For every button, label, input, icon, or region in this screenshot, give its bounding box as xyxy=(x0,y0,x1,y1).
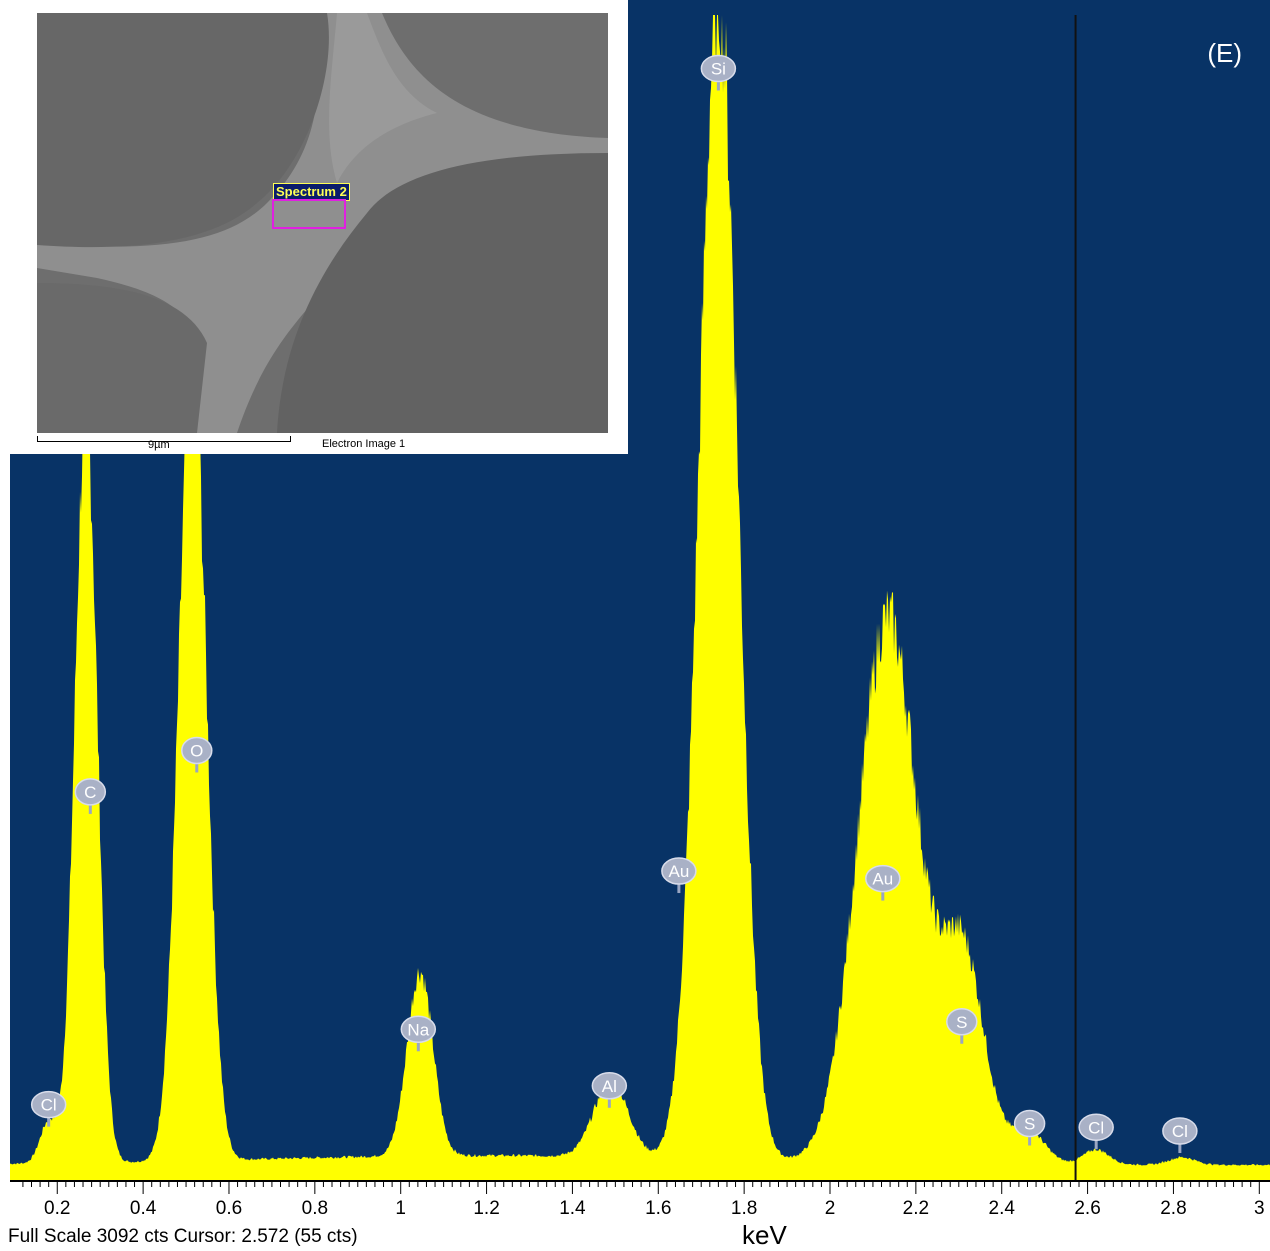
x-tick-label: 2.2 xyxy=(903,1198,929,1219)
x-tick-label: 1.8 xyxy=(731,1198,757,1219)
image-caption: Electron Image 1 xyxy=(322,438,406,450)
x-tick-label: 1.2 xyxy=(473,1198,499,1219)
x-tick-label: 1.4 xyxy=(559,1198,586,1219)
x-tick-label: 0.8 xyxy=(302,1198,328,1219)
element-label-text: S xyxy=(956,1013,967,1032)
element-label-s-9[interactable]: S xyxy=(1013,1109,1046,1146)
element-label-al-4[interactable]: Al xyxy=(591,1072,628,1108)
element-label-text: Al xyxy=(602,1077,617,1096)
x-tick-label: 0.6 xyxy=(216,1198,242,1219)
element-labels-layer: Cl C O Na Al Au Si Au S S Cl Cl xyxy=(30,54,1198,1154)
element-label-cl-11[interactable]: Cl xyxy=(1162,1117,1198,1154)
element-label-text: Cl xyxy=(1172,1122,1188,1141)
element-label-s-8[interactable]: S xyxy=(946,1008,978,1044)
status-footer: Full Scale 3092 cts Cursor: 2.572 (55 ct… xyxy=(8,1226,358,1247)
panel-label: (E) xyxy=(1207,38,1242,68)
x-tick-label: 3 xyxy=(1254,1198,1265,1219)
spectrum-roi-box[interactable] xyxy=(272,199,346,229)
x-tick-label: 0.4 xyxy=(130,1198,157,1219)
scale-bar xyxy=(37,436,291,442)
x-axis: 0.2 0.4 0.6 0.8 1 1.2 1.4 1.6 1.8 2 2.2 2.4 2.6 2.8 3 xyxy=(10,1180,1270,1219)
element-label-text: Au xyxy=(668,862,689,881)
element-label-text: Si xyxy=(711,60,726,79)
element-label-text: C xyxy=(84,783,96,802)
x-tick-label: 1 xyxy=(395,1198,406,1219)
x-tick-label: 0.2 xyxy=(44,1198,70,1219)
element-label-c-1[interactable]: C xyxy=(74,778,107,814)
element-label-text: Au xyxy=(872,870,893,889)
scale-bar-label: 9µm xyxy=(148,439,170,451)
element-label-na-3[interactable]: Na xyxy=(400,1015,437,1052)
element-label-au-5[interactable]: Au xyxy=(661,857,697,894)
element-label-text: O xyxy=(190,741,203,760)
element-label-text: Na xyxy=(407,1020,429,1039)
x-tick-label: 2.8 xyxy=(1160,1198,1186,1219)
x-tick-label: 1.6 xyxy=(645,1198,671,1219)
element-label-cl-0[interactable]: Cl xyxy=(30,1090,67,1127)
element-label-au-7[interactable]: Au xyxy=(865,864,901,901)
x-tick-label: 2.6 xyxy=(1074,1198,1100,1219)
spectrum-roi-label[interactable]: Spectrum 2 xyxy=(273,183,350,201)
electron-image-inset: Spectrum 2 9µm Electron Image 1 xyxy=(10,0,628,454)
element-label-text: S xyxy=(1024,1114,1035,1133)
x-tick-label: 2.4 xyxy=(989,1198,1016,1219)
element-label-cl-10[interactable]: Cl xyxy=(1078,1113,1114,1150)
element-label-text: Cl xyxy=(41,1096,57,1115)
x-tick-label: 2 xyxy=(825,1198,836,1219)
element-label-si-6[interactable]: Si xyxy=(700,54,737,91)
x-axis-label: keV xyxy=(742,1220,787,1250)
element-label-o-2[interactable]: O xyxy=(181,736,213,773)
sem-micrograph xyxy=(37,13,608,433)
element-label-text: Cl xyxy=(1088,1118,1104,1137)
